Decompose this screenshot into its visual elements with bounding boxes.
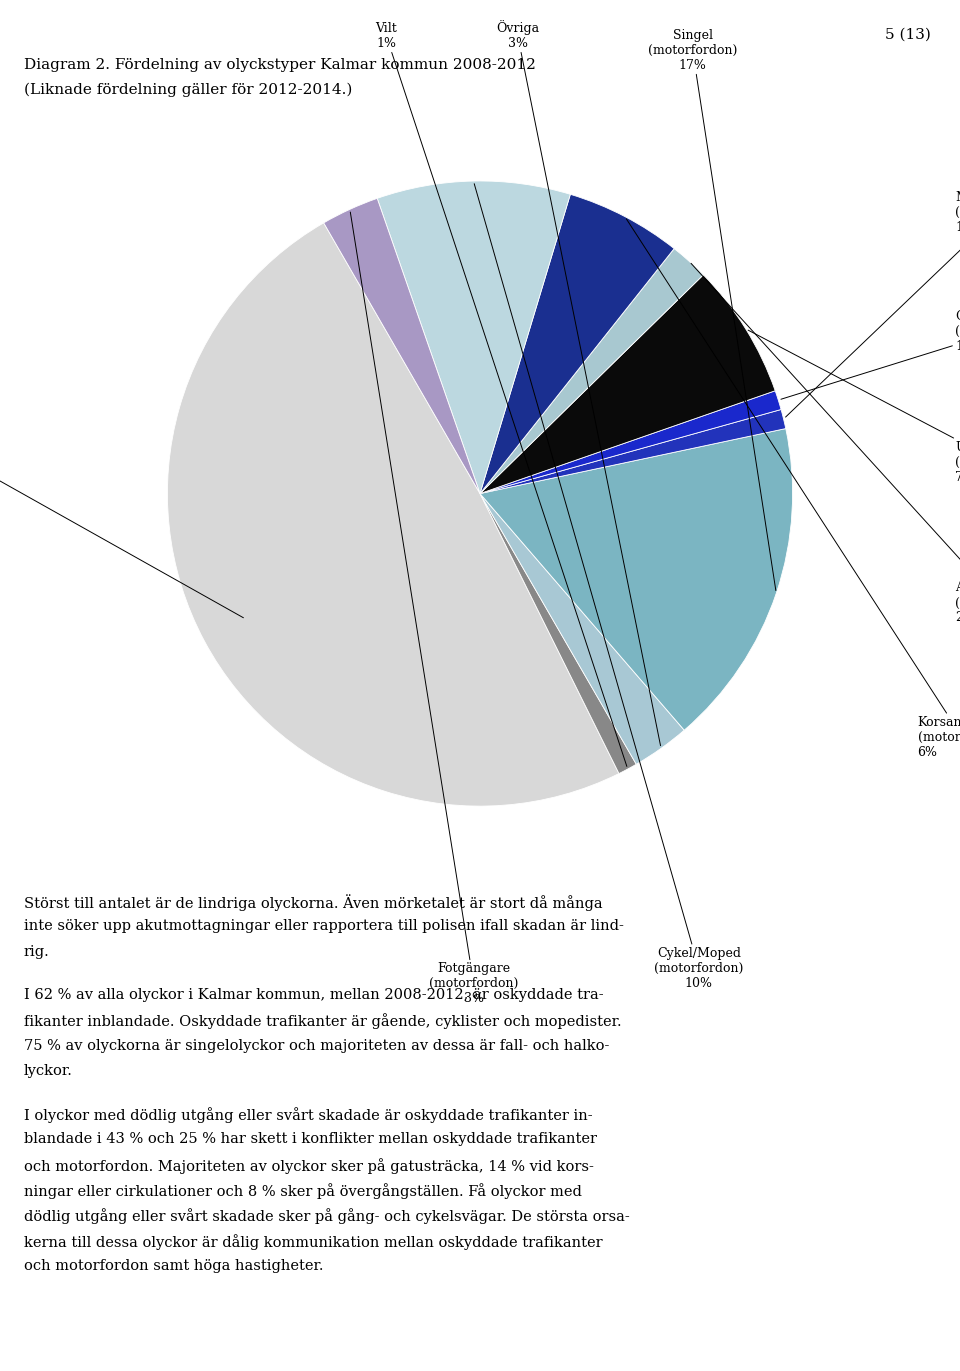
Text: rig.: rig. <box>24 945 50 958</box>
Text: Korsande
(motorfordon)
6%: Korsande (motorfordon) 6% <box>626 219 960 760</box>
Text: I olyckor med dödlig utgång eller svårt skadade är oskyddade trafikanter in-: I olyckor med dödlig utgång eller svårt … <box>24 1108 592 1123</box>
Text: dödlig utgång eller svårt skadade sker på gång- och cykelsvägar. De största orsa: dödlig utgång eller svårt skadade sker p… <box>24 1209 630 1224</box>
Text: Upphinnande
(motorfordon)
7%: Upphinnande (motorfordon) 7% <box>748 330 960 484</box>
Wedge shape <box>480 195 674 494</box>
Text: Fotgängare/
Cykel/Moped
49%: Fotgängare/ Cykel/Moped 49% <box>0 415 244 618</box>
Text: blandade i 43 % och 25 % har skett i konflikter mellan oskyddade trafikanter: blandade i 43 % och 25 % har skett i kon… <box>24 1132 597 1146</box>
Text: kerna till dessa olyckor är dålig kommunikation mellan oskyddade trafikanter: kerna till dessa olyckor är dålig kommun… <box>24 1234 603 1250</box>
Text: I 62 % av alla olyckor i Kalmar kommun, mellan 2008-2012, är oskyddade tra-: I 62 % av alla olyckor i Kalmar kommun, … <box>24 988 604 1002</box>
Text: inte söker upp akutmottagningar eller rapportera till polisen ifall skadan är li: inte söker upp akutmottagningar eller ra… <box>24 920 624 934</box>
Text: (Liknade fördelning gäller för 2012-2014.): (Liknade fördelning gäller för 2012-2014… <box>24 82 352 96</box>
Wedge shape <box>480 494 636 773</box>
Text: Avsväng
(motorfordon)
2%: Avsväng (motorfordon) 2% <box>691 263 960 624</box>
Text: Fotgängare
(motorfordon)
3%: Fotgängare (motorfordon) 3% <box>350 213 518 1005</box>
Wedge shape <box>480 248 704 494</box>
Wedge shape <box>480 274 776 494</box>
Text: Störst till antalet är de lindriga olyckorna. Även mörketalet är stort då många: Störst till antalet är de lindriga olyck… <box>24 894 603 910</box>
Wedge shape <box>480 410 785 494</box>
Text: Cykel/Moped
(motorfordon)
10%: Cykel/Moped (motorfordon) 10% <box>474 184 743 990</box>
Text: Singel
(motorfordon)
17%: Singel (motorfordon) 17% <box>648 29 776 591</box>
Text: och motorfordon. Majoriteten av olyckor sker på gatusträcka, 14 % vid kors-: och motorfordon. Majoriteten av olyckor … <box>24 1157 594 1174</box>
Text: Möte
(motorfordon)
1%: Möte (motorfordon) 1% <box>785 191 960 417</box>
Text: fikanter inblandade. Oskyddade trafikanter är gående, cyklister och mopedister.: fikanter inblandade. Oskyddade trafikant… <box>24 1013 622 1030</box>
Text: Diagram 2. Fördelning av olyckstyper Kalmar kommun 2008-2012: Diagram 2. Fördelning av olyckstyper Kal… <box>24 58 536 71</box>
Wedge shape <box>377 181 570 494</box>
Wedge shape <box>167 223 619 806</box>
Text: 5 (13): 5 (13) <box>885 27 931 41</box>
Wedge shape <box>480 494 684 764</box>
Wedge shape <box>480 429 793 731</box>
Text: 75 % av olyckorna är singelolyckor och majoriteten av dessa är fall- och halko-: 75 % av olyckorna är singelolyckor och m… <box>24 1039 610 1053</box>
Text: Omkörning
(motorfordon)
1%: Omkörning (motorfordon) 1% <box>780 310 960 399</box>
Wedge shape <box>324 199 480 494</box>
Text: ningar eller cirkulationer och 8 % sker på övergångställen. Få olyckor med: ningar eller cirkulationer och 8 % sker … <box>24 1183 582 1200</box>
Text: Övriga
3%: Övriga 3% <box>496 19 660 746</box>
Text: lyckor.: lyckor. <box>24 1064 73 1078</box>
Text: Vilt
1%: Vilt 1% <box>375 22 627 766</box>
Text: och motorfordon samt höga hastigheter.: och motorfordon samt höga hastigheter. <box>24 1260 324 1274</box>
Wedge shape <box>480 391 781 494</box>
